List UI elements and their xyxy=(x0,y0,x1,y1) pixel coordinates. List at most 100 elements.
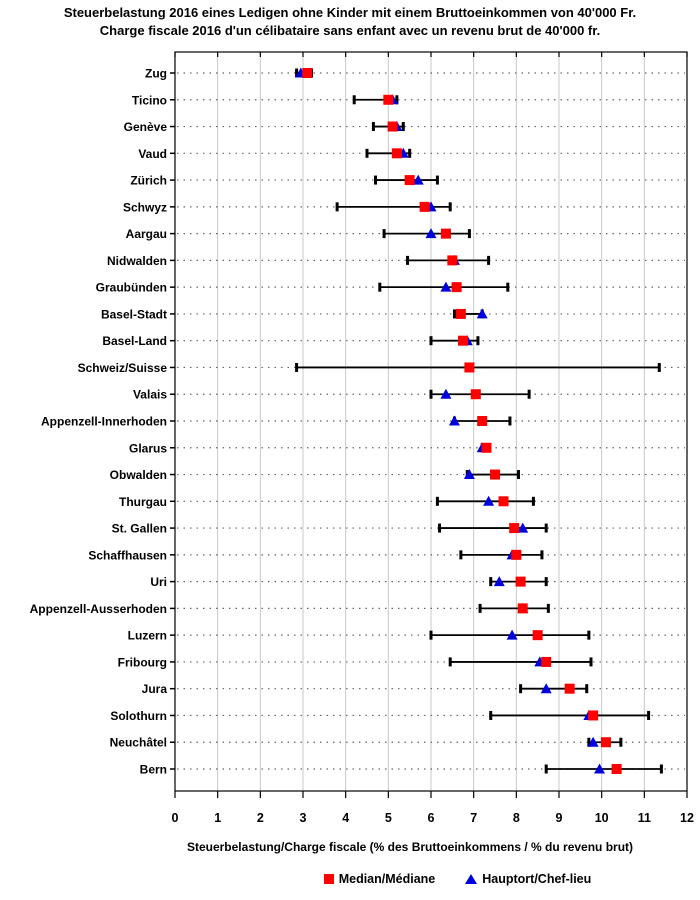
hauptort-marker-St. Gallen xyxy=(517,522,529,533)
whisker-cap xyxy=(531,496,535,506)
whisker-cap xyxy=(619,737,623,747)
whisker-cap xyxy=(429,336,433,346)
canton-label-Aargau: Aargau xyxy=(126,227,167,241)
x-tick-label-1: 1 xyxy=(214,811,221,825)
x-tick-label-5: 5 xyxy=(385,811,392,825)
median-marker-Vaud xyxy=(391,148,402,159)
whisker-cap xyxy=(587,737,591,747)
median-marker-Schwyz xyxy=(419,201,430,212)
whisker-cap xyxy=(519,684,523,694)
whisker-cap xyxy=(448,202,452,212)
canton-label-Vaud: Vaud xyxy=(138,147,167,161)
whisker-cap xyxy=(295,68,299,78)
median-marker-Schweiz/Suisse xyxy=(464,362,475,373)
median-marker-Jura xyxy=(564,683,575,694)
median-marker-Glarus xyxy=(481,442,492,453)
median-marker-Ticino xyxy=(383,94,394,105)
canton-label-Neuchâtel: Neuchâtel xyxy=(110,736,167,750)
chart-title-de: Steuerbelastung 2016 eines Ledigen ohne … xyxy=(63,5,637,20)
range-plot: Zug Ticino Genève Vaud Zürich Schwyz Aargau Nid… xyxy=(30,51,694,825)
canton-label-Basel-Land: Basel-Land xyxy=(102,334,167,348)
median-marker-Nidwalden xyxy=(447,255,458,266)
canton-label-Obwalden: Obwalden xyxy=(110,468,167,482)
median-marker-Schaffhausen xyxy=(511,549,522,560)
canton-label-Schaffhausen: Schaffhausen xyxy=(88,548,167,562)
median-marker-Valais xyxy=(470,389,481,400)
canton-label-Valais: Valais xyxy=(133,388,167,402)
x-tick-label-9: 9 xyxy=(556,811,563,825)
hauptort-marker-Neuchâtel xyxy=(587,736,599,747)
whisker-cap xyxy=(585,684,589,694)
whisker-cap xyxy=(435,175,439,185)
whisker-cap xyxy=(295,362,299,372)
median-marker-Basel-Stadt xyxy=(455,308,466,319)
canton-label-Glarus: Glarus xyxy=(129,441,167,455)
whisker-cap xyxy=(378,282,382,292)
whisker-cap xyxy=(406,255,410,265)
whisker-cap xyxy=(401,122,405,132)
x-tick-label-12: 12 xyxy=(680,811,694,825)
whisker-cap xyxy=(352,95,356,105)
median-marker-Basel-Land xyxy=(458,335,468,346)
x-tick-label-6: 6 xyxy=(428,811,435,825)
legend-label-hauptort: Hauptort/Chef-lieu xyxy=(482,872,592,886)
hauptort-marker-Appenzell-Innerhoden xyxy=(448,415,460,426)
median-marker-Obwalden xyxy=(490,469,500,480)
hauptort-triangle-icon xyxy=(465,874,478,884)
whisker-cap xyxy=(408,148,412,158)
hauptort-marker-Jura xyxy=(540,683,552,694)
whisker-cap xyxy=(587,630,591,640)
median-marker-Genève xyxy=(387,121,398,132)
median-marker-Solothurn xyxy=(588,710,599,721)
whisker-cap xyxy=(382,229,386,239)
canton-label-Schweiz/Suisse: Schweiz/Suisse xyxy=(78,361,168,375)
whisker-cap xyxy=(489,577,493,587)
x-tick-label-3: 3 xyxy=(300,811,307,825)
canton-label-Schwyz: Schwyz xyxy=(123,200,167,214)
whisker-cap xyxy=(489,710,493,720)
x-tick-label-0: 0 xyxy=(172,811,179,825)
median-marker-Fribourg xyxy=(541,656,552,667)
median-marker-Neuchâtel xyxy=(600,737,611,748)
canton-label-Fribourg: Fribourg xyxy=(118,655,167,669)
whisker-cap xyxy=(452,309,456,319)
canton-label-Appenzell-Ausserhoden: Appenzell-Ausserhoden xyxy=(30,602,167,616)
hauptort-marker-Uri xyxy=(493,576,505,587)
whisker-cap xyxy=(459,550,463,560)
canton-label-Jura: Jura xyxy=(142,682,168,696)
whisker-cap xyxy=(395,95,399,105)
canton-label-St. Gallen: St. Gallen xyxy=(112,522,167,536)
chart-title-fr: Charge fiscale 2016 d'un célibataire san… xyxy=(99,23,601,38)
whisker-cap xyxy=(544,523,548,533)
hauptort-marker-Thurgau xyxy=(483,495,495,506)
x-axis-label: Steuerbelastung/Charge fiscale (% des Br… xyxy=(186,840,634,854)
legend-item-median: Median/Médiane xyxy=(323,872,435,886)
x-tick-label-11: 11 xyxy=(638,811,651,825)
whisker-cap xyxy=(448,657,452,667)
whisker-cap xyxy=(435,496,439,506)
median-square-icon xyxy=(323,874,334,884)
whisker-cap xyxy=(540,550,544,560)
legend: Median/Médiane Hauptort/Chef-lieu xyxy=(0,872,700,886)
canton-label-Appenzell-Innerhoden: Appenzell-Innerhoden xyxy=(41,415,167,429)
hauptort-marker-Luzern xyxy=(506,629,518,640)
x-tick-label-4: 4 xyxy=(342,811,349,825)
hauptort-marker-Basel-Stadt xyxy=(476,308,488,319)
median-marker-Zug xyxy=(302,68,313,78)
canton-label-Ticino: Ticino xyxy=(132,93,167,107)
whisker-cap xyxy=(659,764,663,774)
median-marker-Bern xyxy=(611,764,622,774)
whisker-cap xyxy=(508,416,512,426)
canton-label-Basel-Stadt: Basel-Stadt xyxy=(101,307,167,321)
x-tick-label-7: 7 xyxy=(470,811,477,825)
legend-item-hauptort: Hauptort/Chef-lieu xyxy=(465,872,591,886)
whisker-cap xyxy=(516,470,520,480)
median-marker-Aargau xyxy=(440,228,451,239)
x-tick-label-8: 8 xyxy=(513,811,520,825)
whisker-cap xyxy=(589,657,593,667)
whisker-cap xyxy=(467,229,471,239)
canton-label-Thurgau: Thurgau xyxy=(119,495,167,509)
canton-label-Graubünden: Graubünden xyxy=(96,281,167,295)
hauptort-marker-Graubünden xyxy=(440,281,452,292)
